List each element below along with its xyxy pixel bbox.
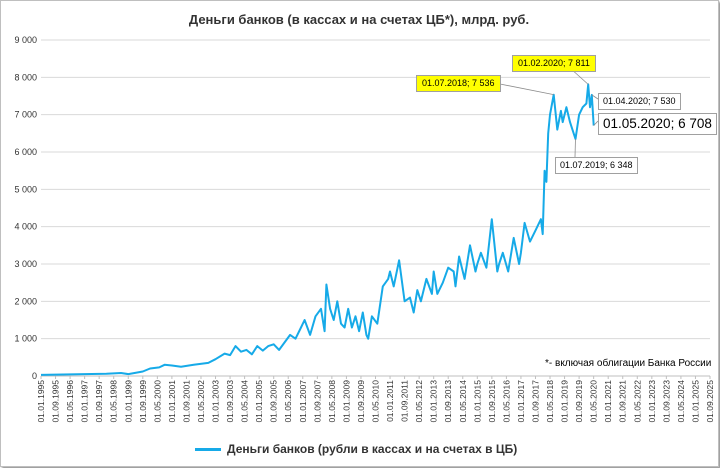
y-tick-label: 3 000 (14, 259, 37, 269)
x-tick-label: 01.09.2021 (618, 380, 628, 423)
x-tick-label: 01.01.2005 (254, 380, 264, 423)
x-tick-label: 01.01.2009 (341, 380, 351, 423)
x-tick-label: 01.05.2022 (632, 380, 642, 423)
annotation-jul-2018: 01.07.2018; 7 536 (416, 75, 501, 92)
legend-label: Деньги банков (рубли в кассах и на счета… (227, 442, 518, 456)
y-tick-label: 7 000 (14, 110, 37, 120)
footnote: *- включая облигации Банка России (545, 358, 712, 369)
x-tick-label: 01.01.1999 (123, 380, 133, 423)
x-tick-label: 01.09.2015 (487, 380, 497, 423)
x-tick-label: 01.05.2014 (458, 380, 468, 423)
x-tick-label: 01.01.1997 (80, 380, 90, 423)
x-tick-label: 01.01.2019 (560, 380, 570, 423)
annotation-feb-2020: 01.02.2020; 7 811 (512, 55, 596, 72)
chart-title: Деньги банков (в кассах и на счетах ЦБ*)… (188, 12, 530, 27)
series-line (40, 83, 595, 376)
x-tick-label: 01.05.2020 (589, 380, 599, 423)
x-tick-label: 01.05.2024 (676, 380, 686, 423)
annotation-may-2020: 01.05.2020; 6 708 (598, 113, 717, 135)
x-tick-label: 01.01.2025 (690, 380, 700, 423)
x-tick-label: 01.09.1995 (51, 380, 61, 423)
annotation-leader (499, 83, 554, 96)
y-tick-label: 0 (32, 371, 37, 381)
x-tick-label: 01.01.2003 (211, 380, 221, 423)
x-tick-label: 01.09.2013 (443, 380, 453, 423)
x-tick-label: 01.09.1999 (138, 380, 148, 423)
x-tick-label: 01.01.2023 (647, 380, 657, 423)
annotation-apr-2020: 01.04.2020; 7 530 (598, 93, 681, 110)
x-tick-label: 01.01.2017 (516, 380, 526, 423)
x-tick-label: 01.05.2016 (501, 380, 511, 423)
x-tick-label: 01.01.2011 (385, 380, 395, 422)
x-tick-label: 01.09.2023 (661, 380, 671, 423)
x-tick-label: 01.01.2021 (603, 380, 613, 423)
x-tick-label: 01.05.1996 (65, 380, 75, 423)
x-tick-label: 01.05.2018 (545, 380, 555, 423)
x-tick-label: 01.01.2015 (472, 380, 482, 423)
x-tick-label: 01.05.2004 (240, 380, 250, 423)
x-tick-label: 01.09.2017 (530, 380, 540, 423)
y-tick-label: 5 000 (14, 184, 37, 194)
y-tick-label: 1 000 (14, 334, 37, 344)
y-tick-label: 2 000 (14, 296, 37, 306)
x-tick-label: 01.09.2001 (181, 380, 191, 423)
x-tick-label: 01.05.2006 (283, 380, 293, 423)
annotation-jul-2019: 01.07.2019; 6 348 (555, 157, 638, 174)
x-tick-label: 01.05.2012 (414, 380, 424, 423)
x-tick-label: 01.01.2001 (167, 380, 177, 423)
annotation-leader (591, 94, 599, 100)
x-tick-label: 01.05.2000 (152, 380, 162, 423)
x-tick-label: 01.05.2010 (371, 380, 381, 423)
y-tick-label: 8 000 (14, 72, 37, 82)
annotation-leader (593, 120, 599, 126)
x-tick-label: 01.09.2003 (225, 380, 235, 423)
x-tick-label: 01.09.1997 (94, 380, 104, 423)
x-tick-label: 01.09.2025 (705, 380, 715, 423)
x-tick-label: 01.09.2009 (356, 380, 366, 423)
x-tick-label: 01.09.2011 (400, 380, 410, 422)
x-tick-label: 01.09.2019 (574, 380, 584, 423)
y-tick-label: 9 000 (14, 35, 37, 45)
x-tick-label: 01.09.2005 (269, 380, 279, 423)
legend: Деньги банков (рубли в кассах и на счета… (195, 442, 517, 456)
x-tick-label: 01.05.1998 (109, 380, 119, 423)
x-tick-label: 01.01.2013 (429, 380, 439, 423)
y-tick-label: 4 000 (14, 222, 37, 232)
x-tick-label: 01.01.2007 (298, 380, 308, 423)
x-tick-label: 01.05.2008 (327, 380, 337, 423)
legend-swatch (195, 447, 221, 451)
x-tick-label: 01.09.2007 (312, 380, 322, 423)
x-tick-label: 01.01.1995 (36, 380, 46, 423)
x-tick-label: 01.05.2002 (196, 380, 206, 423)
y-tick-label: 6 000 (14, 147, 37, 157)
